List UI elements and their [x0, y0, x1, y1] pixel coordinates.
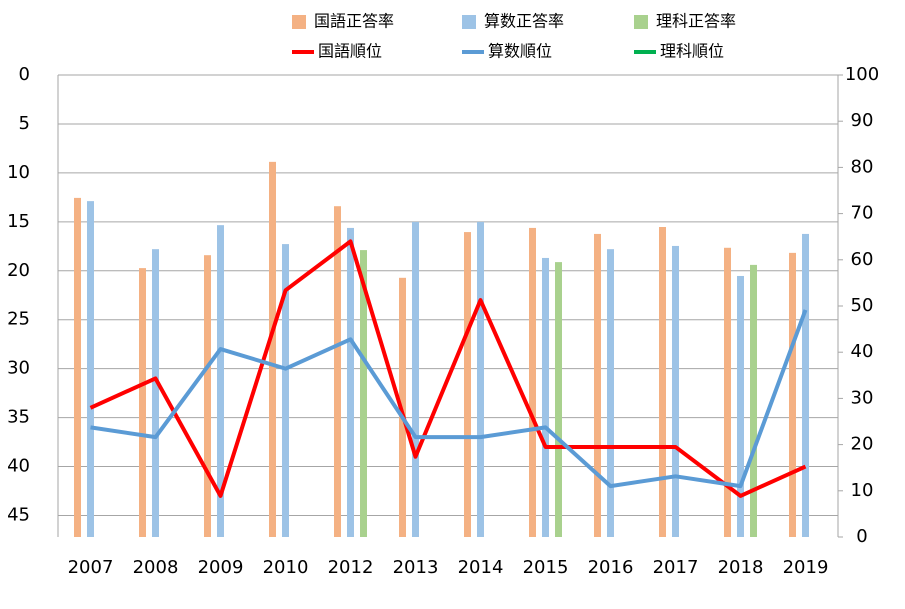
y-tick-label: 0 [19, 64, 30, 85]
y2-tick-label: 40 [851, 341, 874, 362]
y-tick-label: 20 [7, 260, 30, 281]
bar [334, 206, 341, 537]
bar [347, 227, 354, 537]
y-tick-label: 5 [19, 113, 30, 134]
bar [152, 249, 159, 537]
line [89, 239, 807, 498]
bar [542, 257, 549, 537]
y-tick-label: 40 [7, 456, 30, 477]
y-tick-label: 30 [7, 358, 30, 379]
y2-tick-label: 70 [851, 203, 874, 224]
y2-tick-label: 90 [851, 110, 874, 131]
legend-label: 国語順位 [318, 42, 382, 61]
bar [659, 226, 666, 538]
bar [594, 233, 601, 538]
y2-tick-label: 50 [851, 295, 874, 316]
x-tick-label: 2019 [783, 557, 829, 578]
legend-label: 国語正答率 [314, 12, 394, 31]
x-tick-label: 2017 [653, 557, 699, 578]
y2-tick-label: 100 [845, 64, 879, 85]
bar [529, 227, 536, 537]
bar [412, 221, 419, 537]
legend-label: 理科正答率 [656, 12, 736, 31]
y2-tick-label: 0 [856, 526, 867, 547]
bar [802, 233, 809, 538]
bar [607, 249, 614, 537]
x-tick-label: 2018 [718, 557, 764, 578]
bar [737, 275, 744, 537]
y2-tick-label: 30 [851, 387, 874, 408]
y-tick-label: 10 [7, 162, 30, 183]
y-tick-label: 25 [7, 309, 30, 330]
bar [789, 252, 796, 537]
bar [672, 245, 679, 537]
y2-tick-label: 10 [851, 480, 874, 501]
legend-label: 理科順位 [660, 42, 724, 61]
line [90, 309, 808, 489]
y-tick-label: 35 [7, 407, 30, 428]
bar [217, 225, 224, 537]
y2-tick-label: 60 [851, 249, 874, 270]
legend-label: 算数順位 [488, 42, 552, 61]
bar [282, 244, 289, 538]
bar [74, 197, 81, 537]
bar [750, 264, 757, 537]
bar [724, 247, 731, 537]
x-tick-label: 2007 [68, 557, 114, 578]
y2-tick-label: 20 [851, 434, 874, 455]
x-tick-label: 2013 [393, 557, 439, 578]
legend-swatch [292, 15, 306, 29]
x-tick-label: 2012 [328, 557, 374, 578]
x-tick-label: 2016 [588, 557, 634, 578]
legend-swatch [634, 15, 648, 29]
legend-label: 算数正答率 [484, 12, 564, 31]
x-tick-label: 2010 [263, 557, 309, 578]
bar [87, 201, 94, 537]
bar [360, 250, 367, 537]
legend-swatch [462, 15, 476, 29]
y2-tick-label: 80 [851, 156, 874, 177]
bar [139, 268, 146, 537]
bar [269, 161, 276, 537]
bar [555, 262, 562, 537]
bar [477, 221, 484, 537]
x-tick-label: 2014 [458, 557, 504, 578]
x-tick-label: 2008 [133, 557, 179, 578]
y-tick-label: 15 [7, 211, 30, 232]
bar [204, 255, 211, 537]
x-tick-label: 2009 [198, 557, 244, 578]
x-tick-label: 2015 [523, 557, 569, 578]
y-tick-label: 45 [7, 504, 30, 525]
bar [464, 232, 471, 537]
